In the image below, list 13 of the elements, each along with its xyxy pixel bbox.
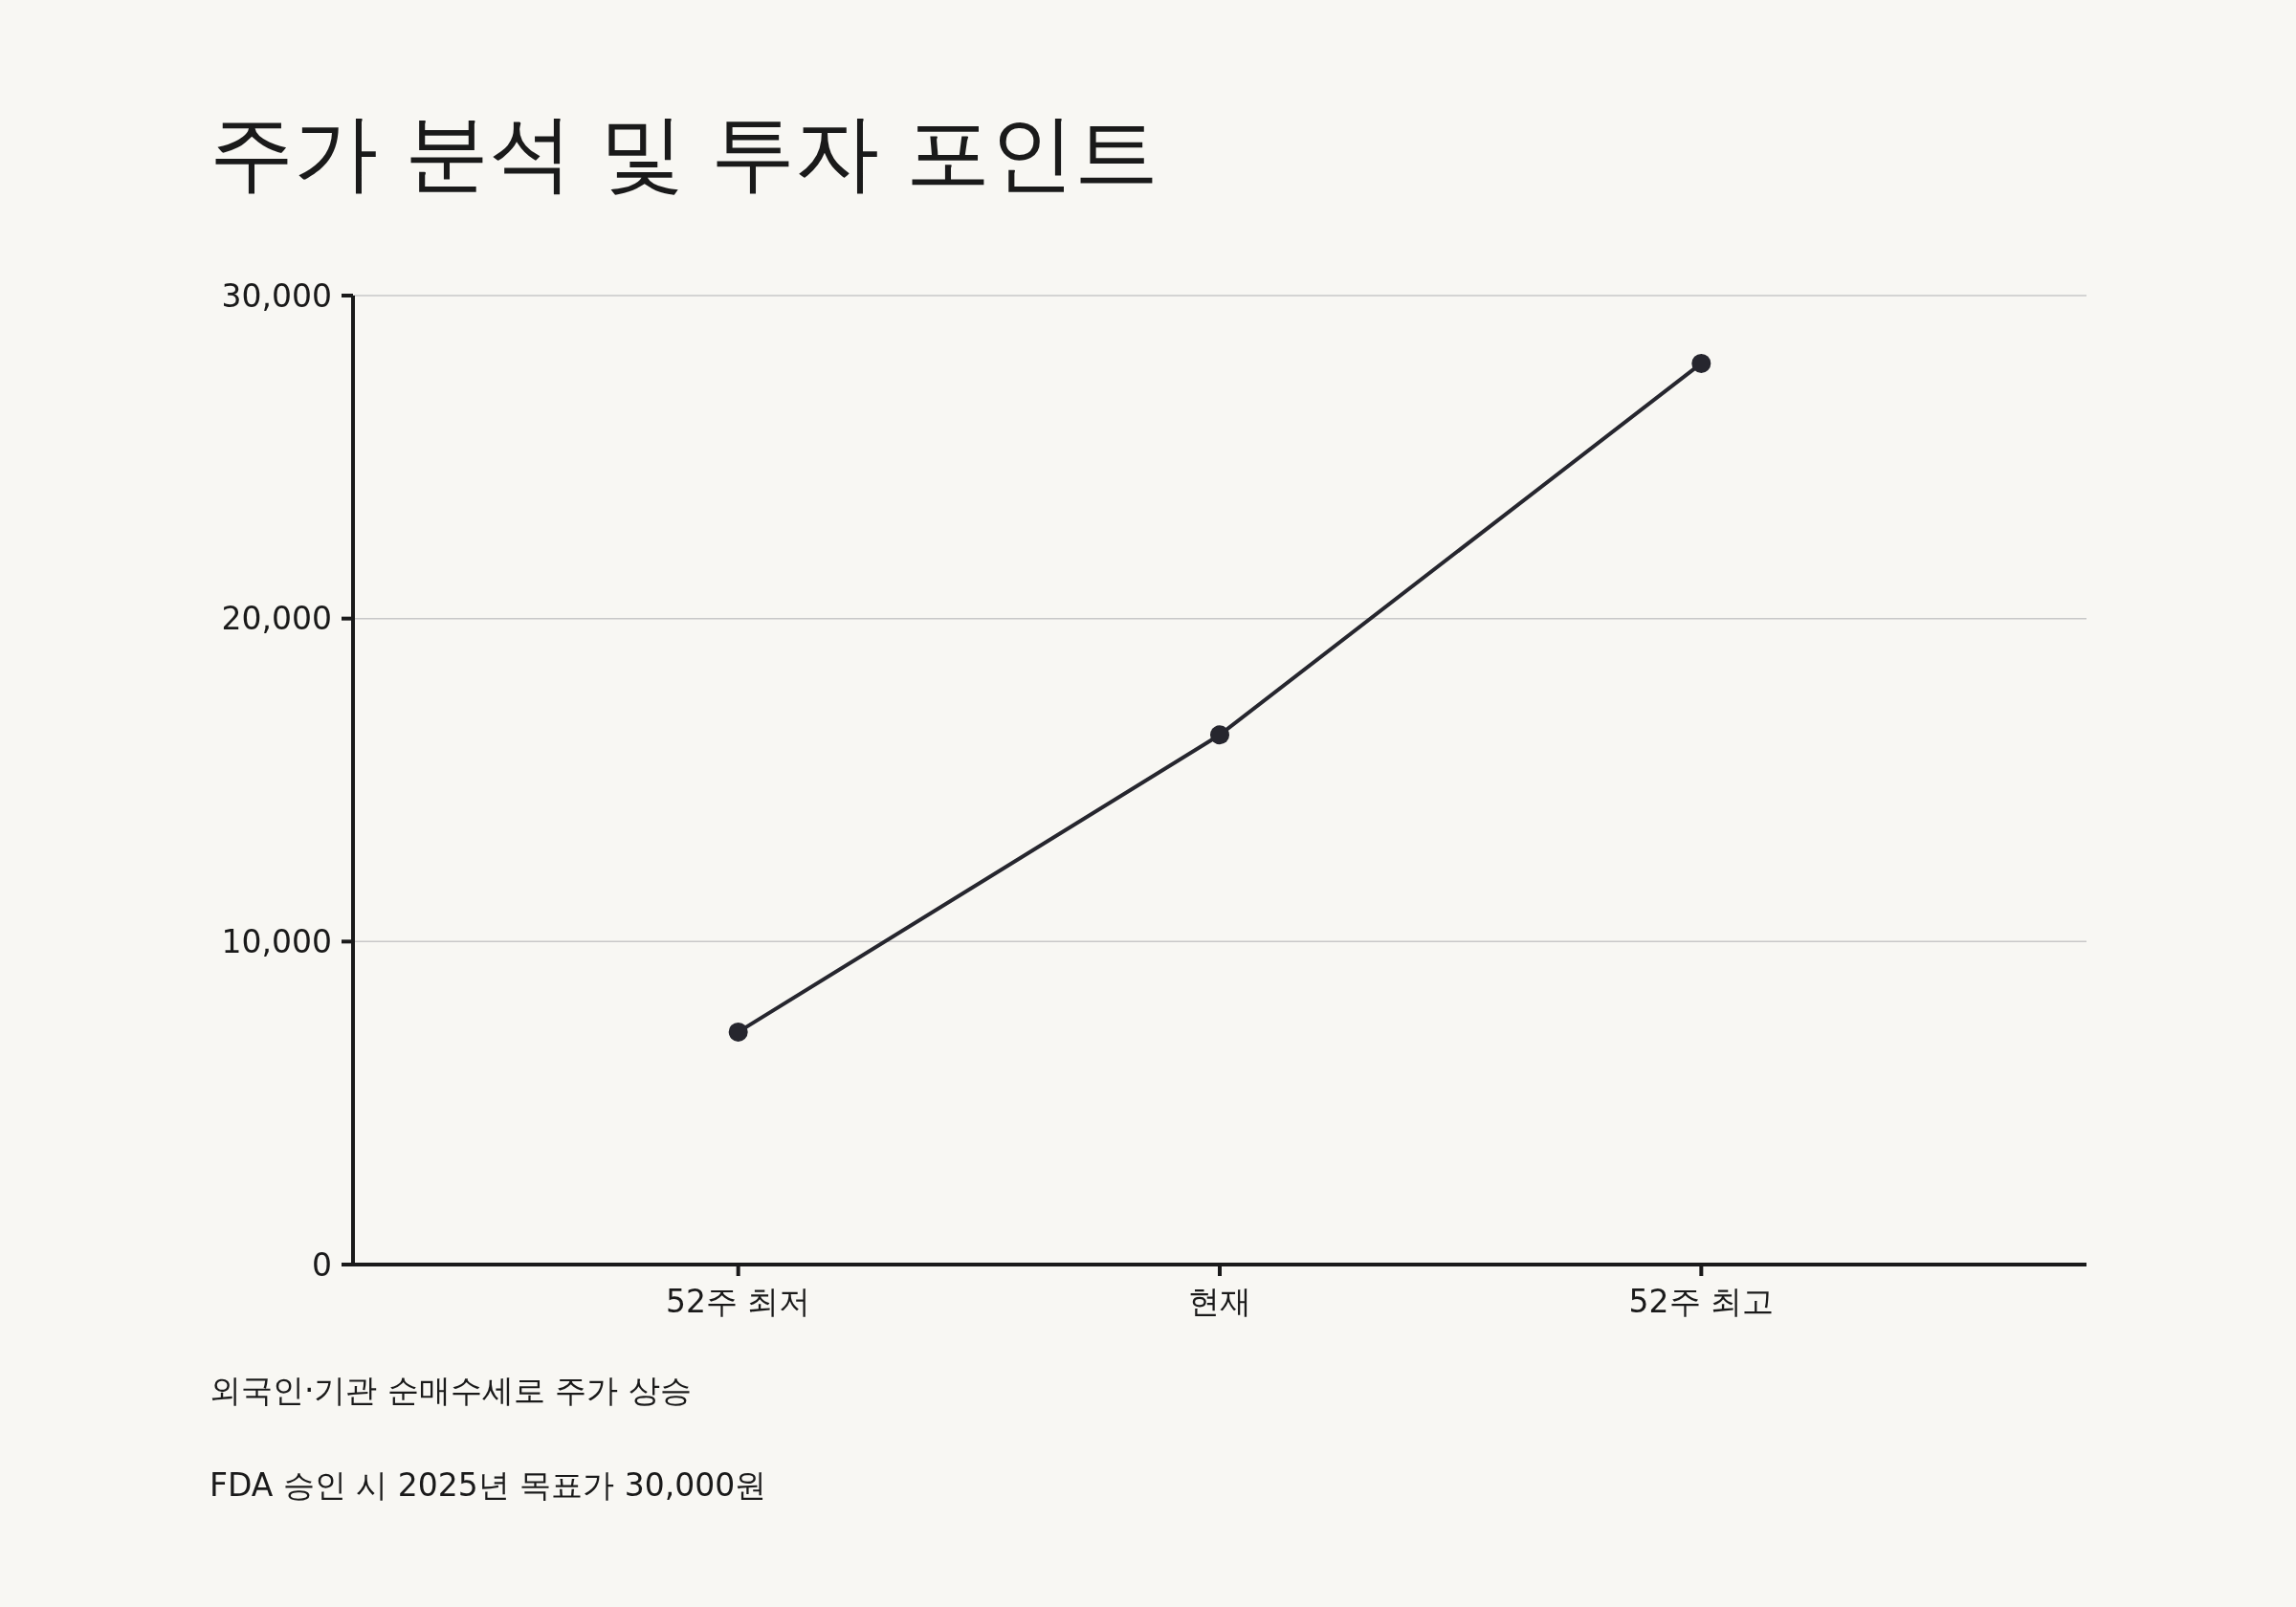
y-tick-label: 20,000 xyxy=(221,600,332,638)
y-tick-label: 30,000 xyxy=(221,276,332,315)
y-tick-label: 10,000 xyxy=(221,922,332,960)
point xyxy=(1210,725,1229,745)
point xyxy=(1691,353,1711,373)
text: 외국인·기관 순매수세로 주가 상승 xyxy=(210,1372,692,1409)
x-tick-label: 현재 xyxy=(1188,1283,1251,1320)
point xyxy=(728,1022,748,1042)
x-tick-label: 52주 최고 xyxy=(1628,1283,1775,1320)
chart-title: 주가 분석 및 투자 포인트 xyxy=(210,103,1159,202)
x-tick-label: 52주 최저 xyxy=(665,1283,811,1320)
y-tick-label: 0 xyxy=(312,1245,332,1284)
text: FDA 승인 시 2025년 목표가 30,000원 xyxy=(210,1466,767,1504)
